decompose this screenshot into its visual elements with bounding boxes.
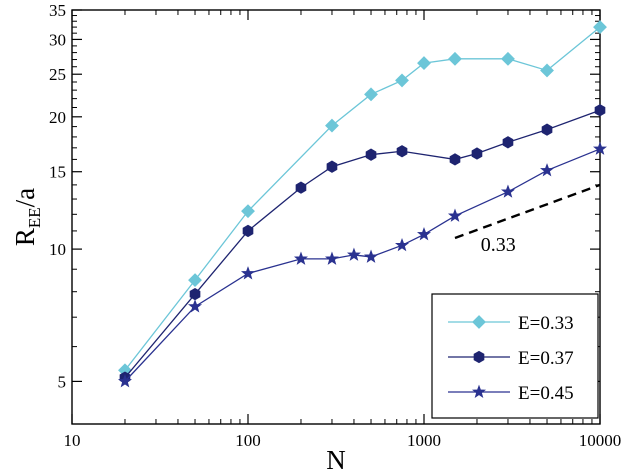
y-tick-label: 30 xyxy=(49,30,66,49)
data-point xyxy=(240,266,256,280)
y-axis-title-sub: EE xyxy=(25,207,44,228)
data-point xyxy=(117,374,132,388)
data-point xyxy=(242,224,254,238)
data-point xyxy=(346,247,361,261)
data-point xyxy=(541,123,553,136)
data-point xyxy=(540,163,555,177)
y-tick-label: 35 xyxy=(49,1,66,20)
plot-area xyxy=(117,20,608,388)
x-tick-label: 100 xyxy=(235,431,261,450)
data-point xyxy=(325,118,339,133)
data-point xyxy=(502,136,514,149)
y-axis-title-main: R xyxy=(10,228,40,246)
data-point xyxy=(593,20,607,35)
legend-label: E=0.37 xyxy=(518,348,574,369)
y-tick-label: 15 xyxy=(49,163,66,182)
slope-dashed-line xyxy=(454,183,601,240)
slope-annotation: 0.33 xyxy=(454,183,601,256)
y-tick-label: 10 xyxy=(49,240,66,259)
series-line xyxy=(124,109,601,379)
data-point xyxy=(395,237,410,252)
data-point xyxy=(188,299,203,313)
series-2 xyxy=(119,104,606,384)
data-point xyxy=(592,141,608,155)
data-point xyxy=(396,145,408,158)
data-point xyxy=(395,73,409,88)
y-tick-label: 20 xyxy=(49,108,66,127)
data-point xyxy=(188,273,202,288)
data-point xyxy=(500,184,515,198)
data-point xyxy=(447,208,462,222)
data-point xyxy=(326,160,338,173)
series-3 xyxy=(117,141,608,388)
y-tick-label: 25 xyxy=(49,65,66,84)
x-axis-title: N xyxy=(326,445,346,472)
data-point xyxy=(416,227,432,241)
data-point xyxy=(365,148,377,161)
data-point xyxy=(324,251,339,265)
slope-label: 0.33 xyxy=(481,234,516,256)
x-tick-label: 10000 xyxy=(579,431,622,450)
data-point xyxy=(295,181,307,194)
y-axis-title-tail: /a xyxy=(10,188,40,208)
data-point xyxy=(448,51,462,66)
data-point xyxy=(241,204,255,219)
data-point xyxy=(471,147,483,160)
data-point xyxy=(364,87,378,102)
data-point xyxy=(293,251,308,265)
data-point xyxy=(449,153,461,166)
axes: 10 100 1000 10000 5 10 15 20 25 30 35 xyxy=(49,1,621,450)
data-point xyxy=(594,104,606,117)
legend-marker xyxy=(472,315,486,329)
x-tick-label: 1000 xyxy=(407,431,441,450)
data-point xyxy=(189,287,201,301)
y-axis-title: REE/a xyxy=(10,188,44,246)
legend-label: E=0.45 xyxy=(518,383,574,404)
legend: E=0.33 E=0.37 E=0.45 xyxy=(431,293,599,419)
data-point xyxy=(417,56,431,71)
data-point xyxy=(540,63,554,78)
legend-box xyxy=(431,293,599,419)
legend-marker xyxy=(473,350,485,364)
legend-label: E=0.33 xyxy=(518,313,574,334)
data-point xyxy=(364,249,379,263)
legend-marker xyxy=(471,384,487,398)
y-tick-label: 5 xyxy=(58,372,67,391)
plot-frame xyxy=(71,9,601,425)
data-point xyxy=(501,51,515,66)
x-tick-label: 10 xyxy=(64,431,81,450)
